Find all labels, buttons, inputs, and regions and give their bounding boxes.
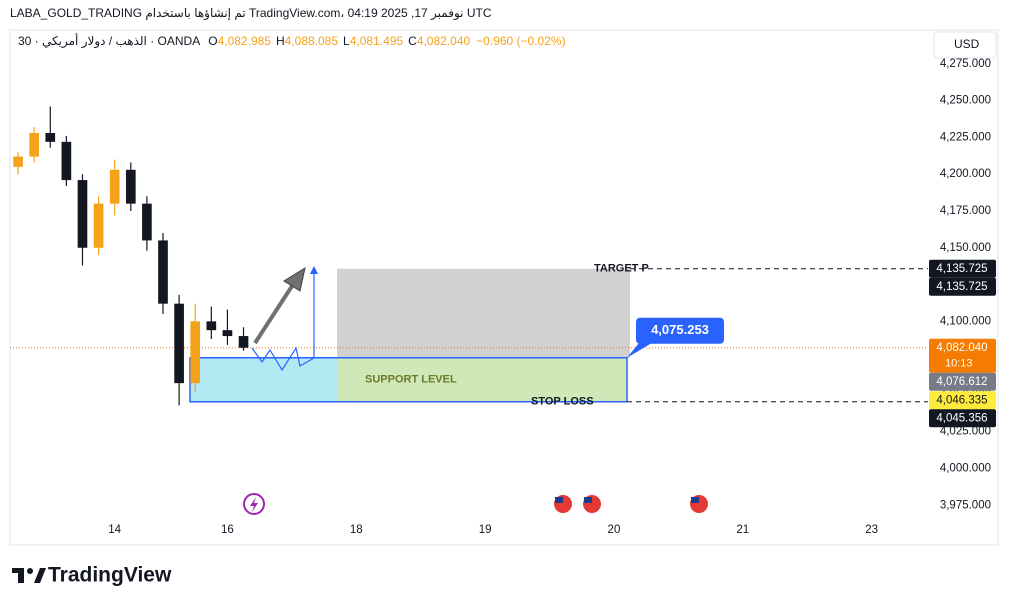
candle-body [29, 133, 39, 157]
x-tick-label: 20 [608, 524, 621, 536]
candle-body [206, 321, 217, 331]
flag-canton [691, 497, 699, 503]
ohlc-value: 4,081.495 [350, 34, 404, 48]
support-zone [337, 357, 627, 402]
ohlc-key: L [343, 34, 350, 48]
price-badge [929, 391, 996, 410]
candle-body [109, 169, 120, 204]
logo-mark [18, 568, 24, 583]
price-badge-label: 4,082.040 [936, 342, 987, 354]
flag-canton [555, 497, 563, 503]
price-callout: 4,075.253 [627, 317, 724, 358]
logo-text: TradingView [48, 564, 172, 587]
us-flag-icons [552, 493, 710, 515]
y-tick-label: 4,225.000 [940, 131, 991, 143]
symbol: 30 · الذهب / دولار أمريكي · OANDA [18, 33, 200, 49]
price-badge [929, 338, 996, 373]
ohlc-key: C [408, 34, 417, 48]
symbol-legend: 30 · الذهب / دولار أمريكي · OANDA O4,082.… [18, 33, 566, 49]
price-badge-label: 4,135.725 [936, 281, 987, 293]
price-badge-countdown: 10:13 [945, 358, 973, 370]
x-tick-label: 18 [350, 524, 363, 536]
y-tick-label: 4,200.000 [940, 168, 991, 180]
price-badge [929, 409, 996, 428]
price-badge-label: 4,045.356 [936, 412, 987, 424]
price-badge [929, 259, 996, 278]
stop-label: STOP LOSS [531, 396, 594, 408]
y-tick-label: 4,150.000 [940, 242, 991, 254]
candle-body [142, 203, 152, 241]
ohlc-value: 4,088.085 [285, 34, 339, 48]
ohlc-key: H [276, 34, 285, 48]
callout-box [636, 317, 724, 344]
candle-body [61, 141, 72, 181]
y-tick-label: 4,175.000 [940, 205, 991, 217]
logo-mark [34, 568, 46, 583]
y-tick-label: 3,975.000 [940, 499, 991, 511]
y-tick-label: 4,100.000 [940, 315, 991, 327]
callout-label: 4,075.253 [651, 322, 709, 337]
target-label: TARGET P [594, 263, 649, 275]
zigzag-path [251, 346, 315, 372]
price-badge-label: 4,046.335 [936, 394, 987, 406]
x-tick-label: 16 [221, 524, 234, 536]
y-tick-label: 4,000.000 [940, 463, 991, 475]
x-tick-label: 14 [108, 524, 121, 536]
ohlc-key: O [208, 34, 217, 48]
x-tick-label: 19 [479, 524, 492, 536]
chart-frame [9, 29, 999, 546]
entry-zone [190, 357, 337, 402]
event-icon-glyph [250, 497, 258, 512]
trend-arrowhead [283, 266, 306, 292]
change: −0.960 (−0.02%) [476, 34, 565, 48]
candle-body [13, 156, 23, 167]
candle-body [45, 133, 56, 142]
y-tick-label: 4,025.000 [940, 426, 991, 438]
flag-canton [584, 497, 592, 503]
currency-button[interactable] [933, 31, 997, 59]
price-badge-label: 4,076.612 [936, 376, 987, 388]
candle-body [158, 240, 168, 304]
projection-arrowhead [310, 266, 318, 274]
currency-label: USD [954, 37, 980, 51]
candle-body [190, 321, 201, 384]
y-tick-label: 4,250.000 [940, 95, 991, 107]
trend-arrow [253, 281, 296, 345]
x-tick-label: 23 [865, 524, 878, 536]
logo-mark [27, 568, 33, 574]
x-tick-label: 21 [736, 524, 749, 536]
snapshot-title: LABA_GOLD_TRADING تم إنشاؤها باستخدام Tr… [10, 6, 492, 21]
support-label: SUPPORT LEVEL [365, 374, 457, 386]
plot [13, 106, 249, 406]
candle-body [238, 336, 249, 348]
position-tool: TARGET P STOP LOSS SUPPORT LEVEL [10, 263, 928, 408]
target-zone [337, 268, 630, 358]
zone-border [189, 357, 628, 403]
candle-body [77, 180, 88, 248]
logo: TradingView [12, 564, 172, 587]
callout-pointer [627, 341, 654, 358]
ohlc-value: 4,082.985 [218, 34, 272, 48]
candle-body [222, 330, 233, 337]
price-badge-label: 4,135.725 [936, 263, 987, 275]
candle-body [174, 303, 184, 384]
price-badge [929, 277, 996, 296]
candle-body [93, 203, 104, 248]
price-badge [929, 372, 996, 391]
candle-body [125, 169, 136, 204]
ohlc-value: 4,082.040 [417, 34, 471, 48]
y-tick-label: 4,275.000 [940, 58, 991, 70]
